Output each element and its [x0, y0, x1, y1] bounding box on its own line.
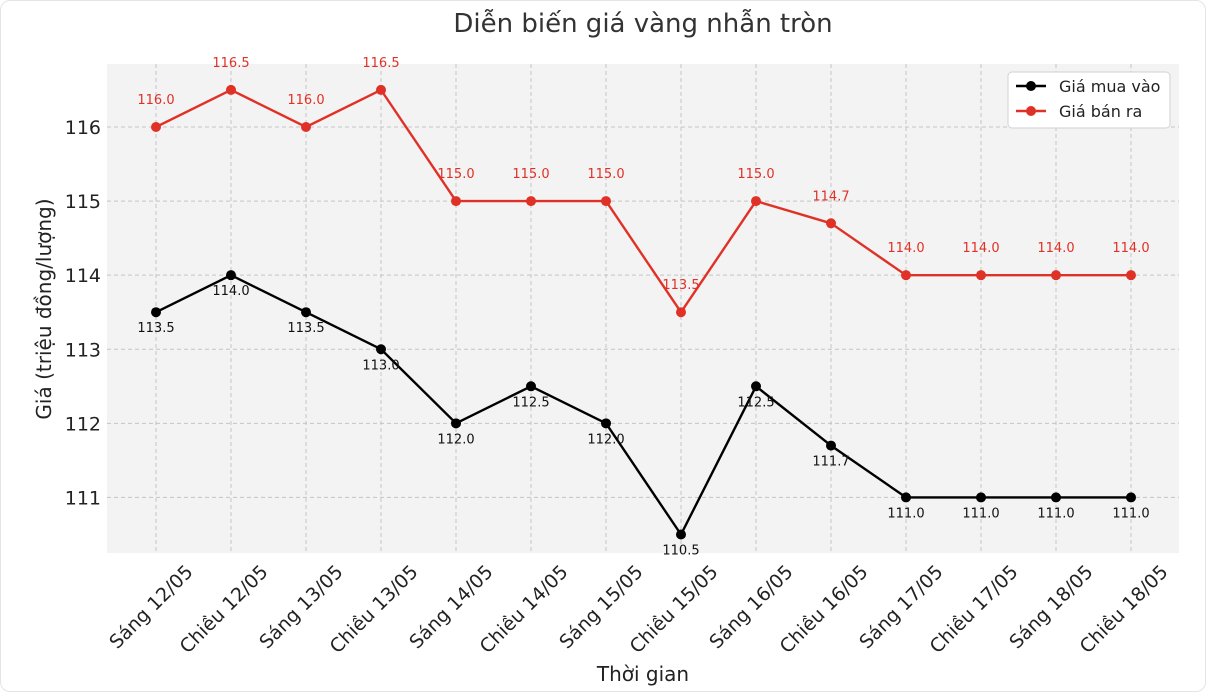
data-labels: 113.5 114.0 113.5 113.0 112.0 112.5 112.0 110.5… — [137, 56, 1149, 559]
data-label: 116.0 — [137, 93, 174, 108]
y-tick-labels: 111 112 113 114 115 116 — [65, 117, 101, 509]
data-label: 113.0 — [362, 358, 399, 373]
data-point — [601, 418, 611, 429]
data-point — [751, 196, 761, 207]
data-label: 113.5 — [287, 321, 324, 336]
data-point — [151, 307, 161, 318]
y-tick-label: 116 — [65, 117, 101, 139]
data-label: 110.5 — [662, 543, 699, 558]
data-label: 111.7 — [812, 455, 849, 470]
series-lines — [151, 84, 1136, 540]
data-label: 115.0 — [437, 167, 474, 182]
data-label: 115.0 — [737, 167, 774, 182]
data-point — [226, 270, 236, 281]
series-line-0 — [155, 274, 1131, 536]
data-label: 111.0 — [962, 506, 999, 521]
data-label: 111.0 — [1037, 506, 1074, 521]
data-point — [826, 440, 836, 451]
data-point — [451, 418, 461, 429]
data-label: 112.5 — [737, 395, 774, 410]
legend-marker-sell — [1026, 106, 1036, 116]
data-label: 114.0 — [1037, 241, 1074, 256]
data-point — [1126, 492, 1136, 503]
y-tick-label: 114 — [65, 265, 101, 287]
data-label: 114.0 — [1112, 241, 1149, 256]
x-axis-label: Thời gian — [596, 662, 689, 686]
data-label: 116.5 — [212, 56, 249, 71]
data-label: 112.0 — [437, 432, 474, 447]
data-point — [901, 270, 911, 281]
y-axis-label: Giá (triệu đồng/lượng) — [32, 198, 56, 419]
data-point — [676, 529, 686, 540]
grid-lines — [107, 64, 1179, 553]
data-point — [976, 492, 986, 503]
series-line-1 — [155, 88, 1131, 314]
data-label: 116.0 — [287, 93, 324, 108]
data-point — [1126, 270, 1136, 281]
data-label: 115.0 — [512, 167, 549, 182]
legend: Giá mua vào Giá bán ra — [1007, 71, 1171, 129]
data-label: 115.0 — [587, 167, 624, 182]
chart-title: Diễn biến giá vàng nhẫn tròn — [453, 8, 832, 39]
data-label: 111.0 — [887, 506, 924, 521]
data-point — [376, 84, 386, 95]
data-point — [826, 218, 836, 229]
data-label: 111.0 — [1112, 506, 1149, 521]
data-point — [601, 196, 611, 207]
data-label: 113.5 — [137, 321, 174, 336]
data-point — [1051, 270, 1061, 281]
y-tick-label: 112 — [65, 413, 101, 435]
data-label: 114.0 — [962, 241, 999, 256]
y-tick-label: 115 — [65, 191, 101, 213]
data-point — [901, 492, 911, 503]
data-point — [226, 84, 236, 95]
y-tick-label: 111 — [65, 487, 101, 509]
data-point — [526, 196, 536, 207]
data-point — [976, 270, 986, 281]
data-point — [526, 381, 536, 392]
data-point — [451, 196, 461, 207]
data-point — [301, 121, 311, 132]
y-tick-label: 113 — [65, 339, 101, 361]
plot-area — [107, 64, 1179, 553]
data-label: 112.5 — [512, 395, 549, 410]
data-point — [376, 344, 386, 355]
data-point — [751, 381, 761, 392]
data-point — [1051, 492, 1061, 503]
data-label: 114.0 — [212, 284, 249, 299]
data-label: 114.7 — [812, 189, 849, 204]
legend-box — [1007, 71, 1171, 129]
data-label: 113.5 — [662, 278, 699, 293]
legend-label-buy: Giá mua vào — [1059, 77, 1160, 96]
legend-marker-buy — [1026, 81, 1036, 91]
legend-label-sell: Giá bán ra — [1059, 102, 1142, 121]
data-label: 114.0 — [887, 241, 924, 256]
data-point — [301, 307, 311, 318]
data-label: 112.0 — [587, 432, 624, 447]
data-point — [676, 307, 686, 318]
data-point — [151, 121, 161, 132]
data-label: 116.5 — [362, 56, 399, 71]
